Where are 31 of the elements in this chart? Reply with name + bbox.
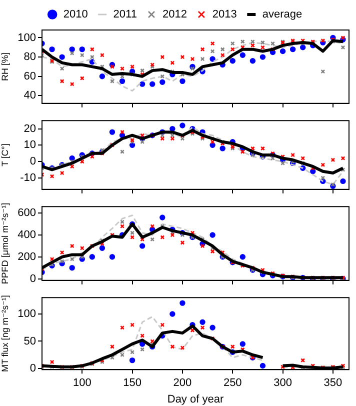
y-axis-title: MT flux [ng m⁻²s⁻¹] — [0, 295, 10, 372]
y-tick-label: 100 — [18, 308, 36, 320]
y-tick-label: 20 — [24, 122, 36, 135]
x-tick-label: 200 — [173, 377, 192, 390]
y-tick-label: 40 — [24, 90, 36, 102]
x-tick-label: 250 — [223, 377, 242, 390]
x-tick-label: 350 — [324, 377, 342, 390]
y-axis-title: RH [%] — [0, 52, 10, 81]
y-tick-label: 80 — [24, 51, 36, 64]
legend-label: 2013 — [212, 8, 237, 21]
y-tick-label: 0 — [30, 156, 36, 168]
legend-label: average — [262, 8, 302, 21]
y-tick-label: 50 — [24, 335, 36, 348]
legend-label: 2010 — [63, 8, 88, 21]
y-tick-label: 0 — [30, 362, 36, 375]
legend-label: 2011 — [113, 8, 137, 21]
y-tick-label: 100 — [18, 32, 36, 44]
x-tick-label: 150 — [123, 377, 142, 390]
y-tick-label: -10 — [20, 172, 36, 184]
legend-label: 2012 — [162, 8, 187, 21]
y-tick-label: 600 — [18, 207, 36, 220]
y-tick-label: 10 — [24, 139, 36, 152]
y-tick-label: 60 — [24, 70, 36, 82]
y-tick-label: 400 — [18, 229, 36, 242]
y-axis-title: PPFD [μmol m⁻²s⁻¹] — [0, 202, 10, 284]
y-tick-label: 200 — [18, 250, 36, 263]
y-axis-title: T [C°] — [0, 144, 10, 166]
x-axis-title: Day of year — [167, 393, 224, 406]
x-tick-label: 100 — [72, 377, 92, 390]
y-tick-label: 0 — [30, 272, 36, 285]
x-tick-label: 300 — [274, 377, 292, 390]
